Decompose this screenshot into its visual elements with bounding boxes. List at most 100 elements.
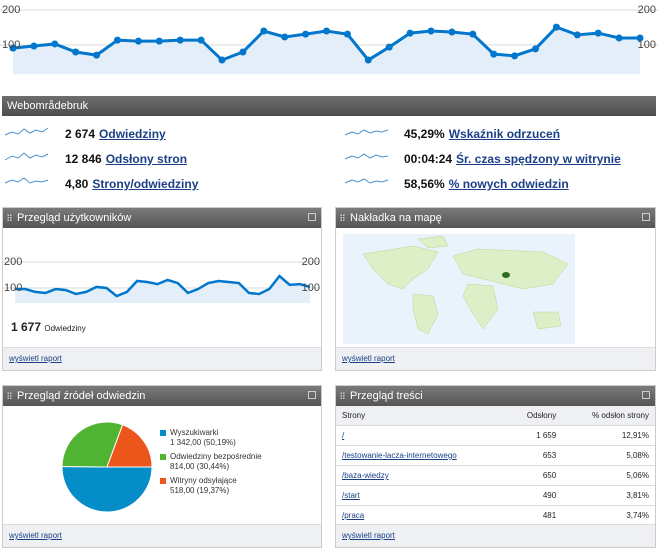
metric: 45,29% Wskaźnik odrzuceń — [404, 127, 560, 141]
legend-name: Odwiedziny bezpośrednie — [170, 452, 262, 461]
point — [218, 56, 226, 64]
point — [302, 30, 310, 38]
table-cell: 653 — [506, 445, 563, 466]
legend-value: 814,00 (30,44%) — [170, 462, 229, 471]
table-row: /praca 481 3,74% — [336, 505, 655, 526]
point — [406, 29, 414, 37]
point — [281, 33, 289, 41]
metric-value: 58,56% — [404, 177, 445, 191]
point — [134, 37, 142, 45]
point — [532, 45, 539, 53]
page-link[interactable]: / — [336, 425, 507, 446]
content-table: Strony Odsłony% odsłon strony/1 659 12,91%… — [336, 406, 655, 526]
page-link[interactable]: /testowanie-lacza-internetowego — [336, 445, 507, 466]
panel-title: Przegląd treści — [350, 390, 423, 402]
total-value: 1 677 — [11, 320, 42, 334]
metric-link[interactable]: Wskaźnik odrzuceń — [448, 127, 561, 141]
world-map — [343, 234, 575, 344]
legend-swatch — [160, 454, 166, 460]
y-tick-label-right: 200 — [302, 256, 320, 268]
point — [427, 27, 435, 35]
header-cell: Odsłony — [506, 406, 563, 426]
top-chart: 100 100 200 200 — [0, 4, 658, 74]
point — [30, 42, 38, 50]
point — [155, 37, 163, 45]
panel-title: Nakładka na mapę — [350, 212, 442, 224]
page-link[interactable]: /praca — [336, 505, 507, 526]
report-link[interactable]: wyświetl raport — [9, 531, 62, 540]
y-tick-label: 200 — [4, 256, 22, 268]
content-panel: Przegląd treści Strony Odsłony% odsłon st… — [335, 385, 656, 548]
point — [197, 36, 205, 44]
visitors-chart: 100 100 200 200 — [2, 256, 322, 303]
metric-link[interactable]: Strony/odwiedziny — [92, 177, 199, 191]
area — [13, 27, 640, 74]
point — [552, 23, 560, 31]
legend-name: Wyszukiwarki — [170, 428, 219, 437]
metric-link[interactable]: % nowych odwiedzin — [448, 177, 569, 191]
panel-header: Przegląd treści — [336, 386, 655, 406]
point — [448, 28, 456, 36]
page-link[interactable]: /baza-wiedzy — [336, 465, 507, 486]
metric-link[interactable]: Odsłony stron — [105, 152, 188, 166]
pie-slice — [106, 424, 153, 468]
metric-value: 2 674 — [65, 127, 96, 141]
metric: 12 846 Odsłony stron — [65, 152, 187, 166]
point — [385, 43, 393, 51]
table-row: /baza-wiedzy 650 5,06% — [336, 465, 655, 486]
metric: 2 674 Odwiedziny — [65, 127, 166, 141]
table-cell: 3,81% — [562, 485, 655, 506]
y-tick-label: 200 — [2, 4, 20, 16]
y-tick-label-right: 100 — [638, 39, 656, 51]
pie-slice — [61, 421, 124, 468]
table-cell: 3,74% — [562, 505, 655, 526]
metric: 4,80 Strony/odwiedziny — [65, 177, 198, 191]
metric-value: 45,29% — [404, 127, 445, 141]
legend-value: 1 342,00 (50,19%) — [170, 438, 236, 447]
table-row: /1 659 12,91% — [336, 425, 655, 446]
visitors-total: 1 677 Odwiedziny — [11, 320, 86, 334]
metric: 00:04:24 Śr. czas spędzony w witrynie — [404, 152, 621, 166]
metric-value: 12 846 — [65, 152, 102, 166]
point — [323, 27, 330, 35]
point — [594, 29, 602, 37]
legend-value: 518,00 (19,37%) — [170, 486, 229, 495]
legend-name: Witryny odsyłające — [170, 476, 237, 485]
sources-panel: Przegląd źródeł odwiedzin wyświetl rapor… — [2, 385, 322, 548]
table-cell: 5,08% — [562, 445, 655, 466]
panel-header: Nakładka na mapę — [336, 208, 655, 228]
report-link[interactable]: wyświetl raport — [342, 531, 395, 540]
point — [9, 44, 17, 52]
metric: 58,56%% nowych odwiedzin — [404, 177, 569, 191]
y-tick-label: 100 — [4, 282, 22, 294]
point — [490, 50, 498, 58]
header-cell: Strony — [336, 406, 507, 426]
panel-header: Przegląd źródeł odwiedzin — [3, 386, 321, 406]
map-panel: Nakładka na mapę wyświetl raport — [335, 207, 656, 371]
table-cell: 1 659 — [506, 425, 563, 446]
point — [93, 51, 101, 59]
section-header: Webområdebruk — [2, 96, 656, 116]
table-row: /start 490 3,81% — [336, 485, 655, 506]
panel-header: Przegląd użytkowników — [3, 208, 321, 228]
metric-link[interactable]: Śr. czas spędzony w witrynie — [456, 152, 621, 166]
table-cell: 481 — [506, 505, 563, 526]
point — [511, 52, 519, 60]
point — [469, 30, 477, 38]
area — [15, 276, 310, 303]
metric-link[interactable]: Odwiedziny — [99, 127, 166, 141]
y-tick-label-right: 200 — [638, 4, 656, 16]
report-link[interactable]: wyświetl raport — [9, 354, 62, 363]
y-tick-label-right: 100 — [302, 282, 320, 294]
legend-swatch — [160, 430, 166, 436]
panel-title: Przegląd źródeł odwiedzin — [17, 390, 146, 402]
point — [364, 56, 372, 64]
page-link[interactable]: /start — [336, 485, 507, 506]
pie-slice — [61, 465, 153, 513]
point — [239, 48, 247, 56]
sparklines — [4, 127, 389, 184]
report-link[interactable]: wyświetl raport — [342, 354, 395, 363]
point — [343, 30, 351, 38]
